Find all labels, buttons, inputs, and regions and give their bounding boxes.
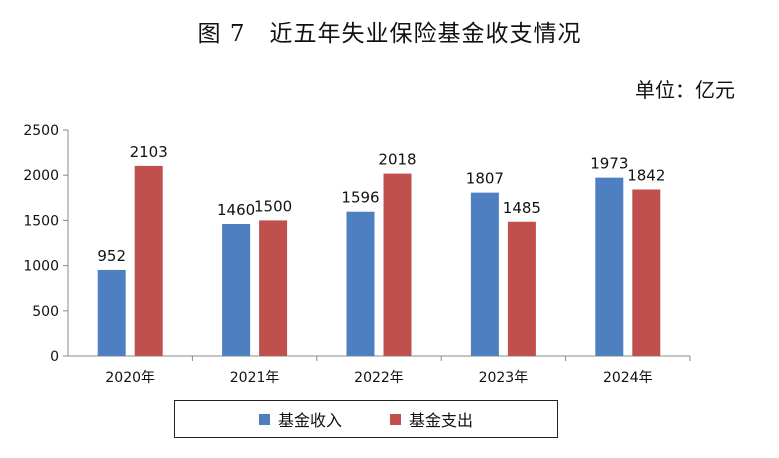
bar-income bbox=[346, 211, 375, 356]
y-tick-label: 1000 bbox=[23, 259, 59, 275]
legend-swatch-expense bbox=[390, 413, 401, 425]
legend: 基金收入 基金支出 bbox=[174, 400, 558, 438]
data-label-income: 952 bbox=[97, 247, 126, 265]
y-tick-label: 500 bbox=[32, 304, 59, 320]
bar-expense bbox=[259, 220, 288, 356]
bar-expense bbox=[383, 173, 412, 356]
bar-income bbox=[97, 269, 126, 356]
x-tick-label: 2021年 bbox=[230, 370, 280, 386]
legend-item-expense: 基金支出 bbox=[390, 407, 473, 431]
bar-expense bbox=[134, 165, 163, 356]
y-tick-label: 0 bbox=[50, 349, 59, 365]
legend-label-income: 基金收入 bbox=[277, 411, 342, 430]
x-tick-label: 2022年 bbox=[354, 370, 404, 386]
x-tick-label: 2024年 bbox=[603, 370, 653, 386]
y-tick-label: 2000 bbox=[23, 168, 59, 184]
data-label-expense: 2103 bbox=[130, 143, 168, 161]
x-tick-label: 2020年 bbox=[105, 370, 155, 386]
data-label-expense: 1485 bbox=[503, 199, 541, 217]
data-label-income: 1460 bbox=[217, 201, 255, 219]
data-label-income: 1807 bbox=[466, 170, 504, 188]
data-label-expense: 1842 bbox=[627, 166, 665, 184]
bars bbox=[97, 165, 661, 356]
bar-income bbox=[595, 177, 624, 356]
data-label-income: 1973 bbox=[590, 155, 628, 173]
y-tick-label: 1500 bbox=[23, 213, 59, 229]
bar-income bbox=[470, 192, 499, 356]
legend-swatch-income bbox=[258, 413, 270, 425]
data-label-expense: 2018 bbox=[378, 151, 416, 169]
y-tick-label: 2500 bbox=[23, 123, 59, 139]
bar-expense bbox=[632, 189, 661, 356]
bar-chart: 0 500 1000 1500 2000 2500 2020年 2021年 2022年 2023年… bbox=[23, 123, 691, 386]
chart-title: 图 7 近五年失业保险基金收支情况 bbox=[197, 21, 582, 47]
axes: 0 500 1000 1500 2000 2500 2020年 2021年 2022年 2023年… bbox=[23, 123, 691, 386]
legend-label-expense: 基金支出 bbox=[409, 411, 474, 430]
bar-income bbox=[222, 224, 251, 356]
legend-item-income: 基金收入 bbox=[258, 407, 342, 431]
x-tick-label: 2023年 bbox=[479, 370, 529, 386]
bar-expense bbox=[507, 221, 536, 356]
data-label-income: 1596 bbox=[341, 189, 379, 207]
unit-note: 单位：亿元 bbox=[635, 78, 735, 102]
data-label-expense: 1500 bbox=[254, 197, 292, 215]
